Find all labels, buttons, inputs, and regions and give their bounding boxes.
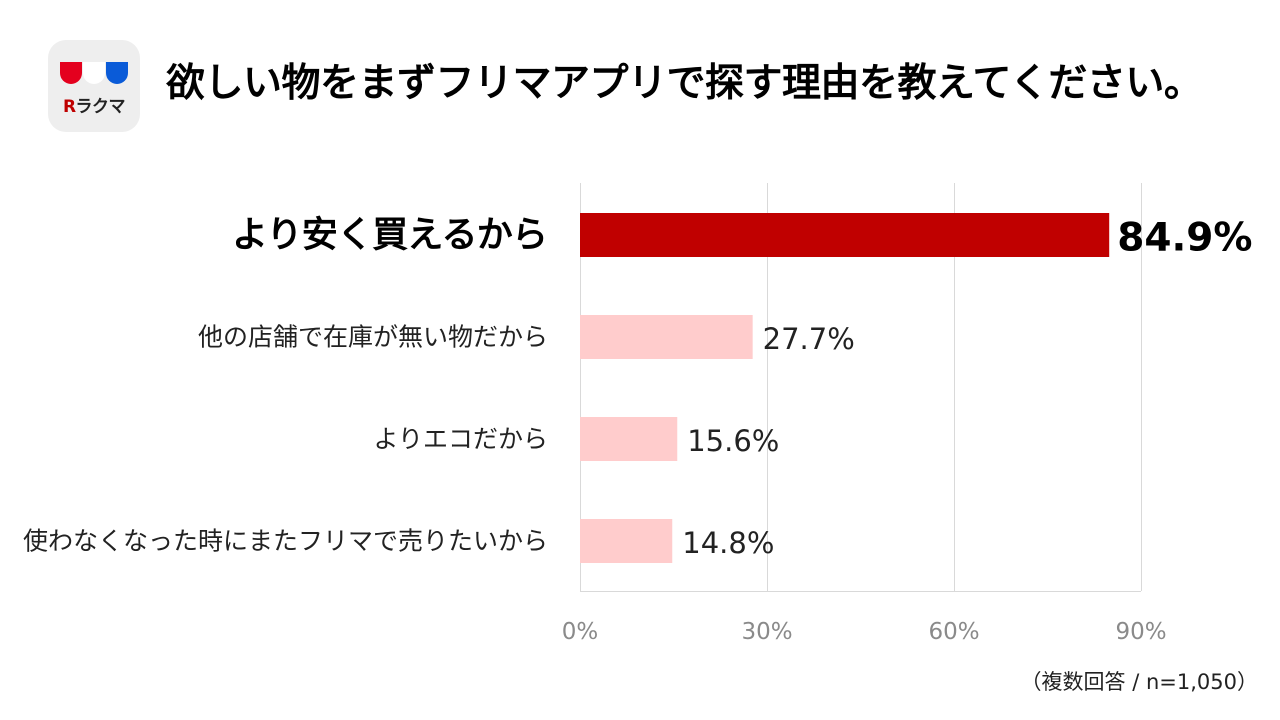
chart-bars xyxy=(580,213,1110,563)
red-cup-icon xyxy=(60,62,82,84)
blue-cup-icon xyxy=(106,62,128,84)
value-labels: 84.9% 27.7% 15.6% 14.8% xyxy=(682,216,1252,561)
white-cup-icon xyxy=(83,62,105,84)
page-title: 欲しい物をまずフリマアプリで探す理由を教えてください。 xyxy=(166,61,1203,106)
value-label-4: 14.8% xyxy=(682,526,774,560)
x-tick-label-30: 30% xyxy=(741,619,792,645)
category-label-4: 使わなくなった時にまたフリマで売りたいから xyxy=(23,527,548,556)
bar-3 xyxy=(580,417,678,461)
value-label-1: 84.9% xyxy=(1117,216,1252,261)
rakuma-app-logo: Rラクマ xyxy=(48,40,140,132)
logo-wordmark: Rラクマ xyxy=(62,97,126,117)
bar-1 xyxy=(580,213,1110,257)
x-tick-label-90: 90% xyxy=(1115,619,1166,645)
category-label-1: より安く買えるから xyxy=(232,215,548,256)
x-tick-label-0: 0% xyxy=(562,619,599,645)
category-label-2: 他の店舗で在庫が無い物だから xyxy=(198,323,548,352)
x-axis-ticks: 0% 30% 60% 90% xyxy=(562,619,1167,645)
x-tick-label-60: 60% xyxy=(928,619,979,645)
bar-2 xyxy=(580,315,753,359)
category-label-3: よりエコだから xyxy=(373,425,548,454)
bar-4 xyxy=(580,519,673,563)
value-label-3: 15.6% xyxy=(687,424,779,458)
value-label-2: 27.7% xyxy=(763,322,855,356)
category-labels: より安く買えるから他の店舗で在庫が無い物だからよりエコだから使わなくなった時にま… xyxy=(23,215,548,556)
sample-note: （複数回答 / n=1,050） xyxy=(1020,670,1258,694)
